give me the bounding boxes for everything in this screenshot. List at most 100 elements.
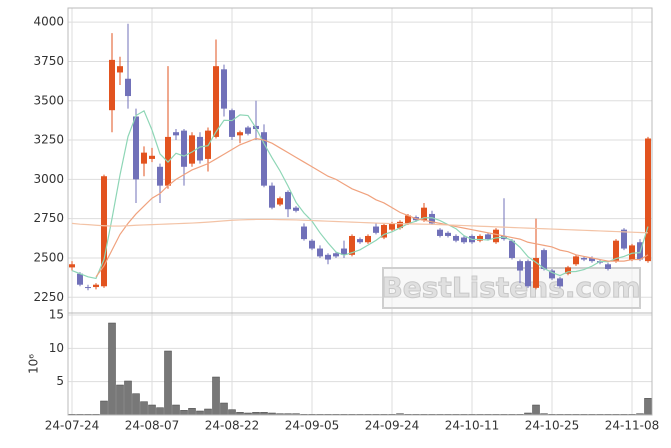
candle-body [317,248,323,257]
volume-bar [132,393,140,416]
volume-bar [644,398,652,416]
y-tick-label: 4000 [33,15,64,29]
candle-body [285,191,291,210]
candle-body [341,248,347,255]
watermark-box [382,267,641,309]
candle-body [181,130,187,167]
candle-body [573,256,579,265]
volume-bar [180,410,188,416]
y-tick-label: 2250 [33,290,64,304]
volume-bar [156,407,164,416]
candle-body [645,138,651,262]
candle-body [277,198,283,205]
plot-frame [67,312,653,416]
x-tick-label: 24-08-07 [125,419,179,433]
candle-body [381,224,387,238]
candle-body [589,257,595,262]
y-tick-label: 3500 [33,93,64,107]
volume-bar [212,376,220,416]
candle-body [325,254,331,260]
candle-body [269,185,275,208]
candle-body [365,235,371,243]
candle-body [517,261,523,271]
volume-bar [108,322,116,416]
candle-body [461,237,467,243]
candle-body [445,232,451,236]
candle-body [189,135,195,164]
volume-bar [204,408,212,416]
candle-body [541,250,547,269]
y-tick-label: 3250 [33,133,64,147]
y-tick-label: 2750 [33,211,64,225]
volume-bar [532,404,540,416]
volume-bar [100,400,108,416]
candle-body [69,264,75,268]
candle-body [485,234,491,240]
candle-body [229,110,235,137]
candle-body [125,78,131,97]
ma-line [71,109,649,280]
candle-body [77,273,83,285]
candle-body [157,166,163,186]
candle-body [493,229,499,243]
candle-body [405,215,411,224]
candle-body [101,176,107,287]
candle-body [245,127,251,134]
volume-bar [164,350,172,416]
y-tick-label: 3000 [33,172,64,186]
candle-body [149,155,155,159]
candle-body [85,287,91,289]
y-tick-label: 3750 [33,54,64,68]
candle-body [357,239,363,243]
volume-bar [220,402,228,416]
candle-body [373,226,379,233]
candle-body [533,257,539,288]
x-tick-label: 24-09-24 [365,419,419,433]
candle-body [605,264,611,269]
x-tick-label: 24-07-24 [45,419,99,433]
candle-body [437,229,443,236]
candle-body [133,116,139,180]
x-tick-label: 24-10-25 [525,419,579,433]
candle-body [613,240,619,262]
candle-body [453,235,459,241]
candle-body [421,207,427,221]
candle-body [349,235,355,255]
volume-bar [172,404,180,416]
x-tick-label: 24-10-11 [445,419,499,433]
y-tick-label: 15 [49,308,64,322]
candle-body [197,136,203,161]
ma-line [71,218,649,234]
candle-body [477,235,483,241]
volume-bar [116,384,124,416]
x-tick-label: 24-11-08 [605,419,659,433]
candle-body [109,59,115,111]
candle-body [173,132,179,136]
candle-body [629,245,635,260]
candle-body [93,284,99,288]
candle-body [509,240,515,258]
watermark: BestListens.com [381,271,640,304]
y-tick-label: 10 [49,341,64,355]
candle-body [397,221,403,229]
x-tick-label: 24-09-05 [285,419,339,433]
candle-body [429,213,435,224]
candle-body [549,270,555,279]
candle-body [333,253,339,257]
y-tick-label: 5 [56,374,64,388]
volume-bar [148,404,156,416]
candle-body [309,240,315,249]
candle-body [565,267,571,274]
candle-body [237,132,243,136]
candle-body [557,278,563,287]
candle-body [389,223,395,230]
candle-body [261,132,267,186]
volume-bar [188,408,196,416]
candle-body [117,66,123,73]
candle-body [293,207,299,211]
candle-body [301,226,307,240]
volume-bar [140,401,148,416]
candle-body [525,261,531,287]
volume-bar [228,409,236,416]
